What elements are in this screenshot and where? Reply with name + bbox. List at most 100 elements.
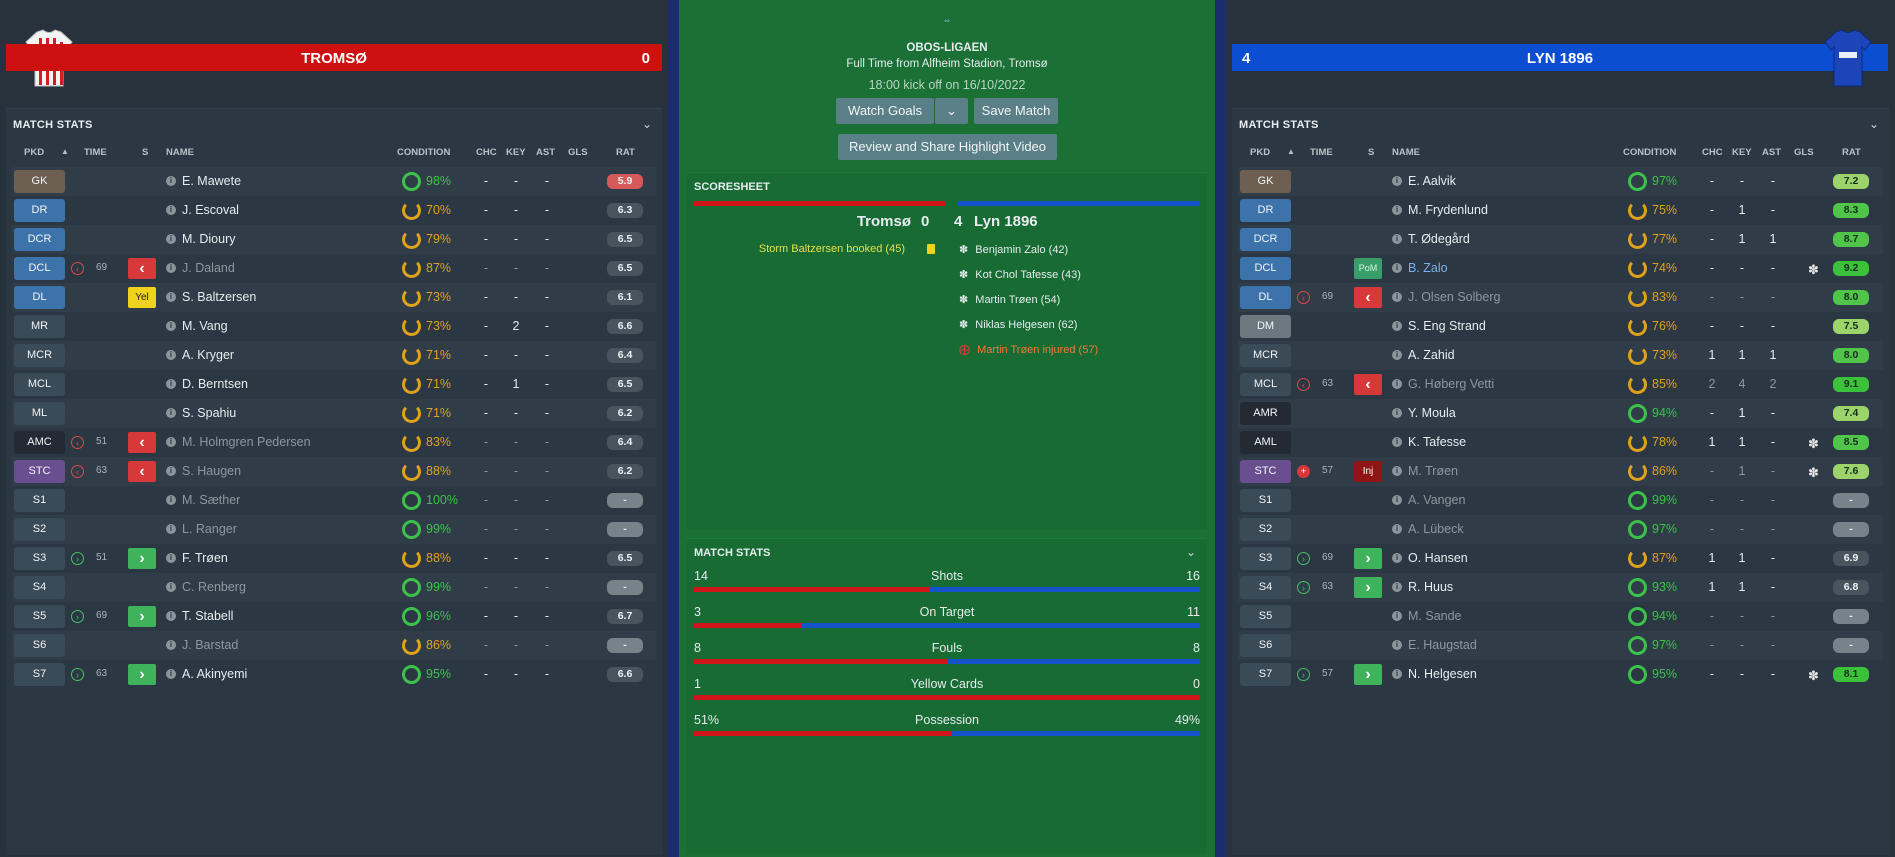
info-icon[interactable]: i (166, 640, 176, 650)
player-row[interactable]: S2 i L. Ranger 99% - - - - (12, 515, 656, 544)
info-icon[interactable]: i (1392, 640, 1402, 650)
player-row[interactable]: ML i S. Spahiu 71% - - - 6.2 (12, 399, 656, 428)
info-icon[interactable]: i (1392, 321, 1402, 331)
player-row[interactable]: S7 › 57 › i N. Helgesen 95% - - - ✽ 8.1 (1238, 660, 1883, 689)
sub-off-arrow-icon[interactable]: ‹ (128, 461, 156, 482)
player-row[interactable]: DCR i M. Dioury 79% - - - 6.5 (12, 225, 656, 254)
player-of-match-icon[interactable]: PoM (1354, 258, 1382, 279)
player-row[interactable]: MCR i A. Zahid 73% 1 1 1 8.0 (1238, 341, 1883, 370)
info-icon[interactable]: i (166, 408, 176, 418)
review-share-button[interactable]: Review and Share Highlight Video (838, 134, 1057, 160)
watch-goals-dropdown[interactable]: ⌄ (935, 98, 968, 124)
info-icon[interactable]: i (1392, 437, 1402, 447)
player-name[interactable]: S. Spahiu (182, 406, 237, 420)
chevron-down-icon[interactable]: ⌄ (1868, 117, 1879, 131)
info-icon[interactable]: i (166, 495, 176, 505)
player-row[interactable]: DL ‹ 69 ‹ i J. Olsen Solberg 83% - - - 8.0 (1238, 283, 1883, 312)
player-row[interactable]: S5 i M. Sande 94% - - - - (1238, 602, 1883, 631)
info-icon[interactable]: i (1392, 176, 1402, 186)
player-row[interactable]: S3 › 69 › i O. Hansen 87% 1 1 - 6.9 (1238, 544, 1883, 573)
col-key[interactable]: KEY (506, 147, 526, 158)
player-name[interactable]: J. Escoval (182, 203, 239, 217)
player-row[interactable]: MR i M. Vang 73% - 2 - 6.6 (12, 312, 656, 341)
info-icon[interactable]: i (166, 553, 176, 563)
player-row[interactable]: MCR i A. Kryger 71% - - - 6.4 (12, 341, 656, 370)
col-rat[interactable]: RAT (1842, 147, 1861, 158)
col-s[interactable]: S (1368, 147, 1375, 158)
sub-on-arrow-icon[interactable]: › (1354, 664, 1382, 685)
sub-on-arrow-icon[interactable]: › (128, 664, 156, 685)
info-icon[interactable]: i (166, 321, 176, 331)
player-name[interactable]: E. Mawete (182, 174, 242, 188)
info-icon[interactable]: i (166, 292, 176, 302)
player-row[interactable]: AML i K. Tafesse 78% 1 1 - ✽ 8.5 (1238, 428, 1883, 457)
sub-on-arrow-icon[interactable]: › (1354, 577, 1382, 598)
player-name[interactable]: J. Daland (182, 261, 235, 275)
yellow-card-icon[interactable]: Yel (128, 287, 156, 308)
player-row[interactable]: DM i S. Eng Strand 76% - - - 7.5 (1238, 312, 1883, 341)
player-name[interactable]: M. Sande (1408, 609, 1462, 623)
info-icon[interactable]: i (166, 669, 176, 679)
player-name[interactable]: A. Akinyemi (182, 667, 248, 681)
col-name[interactable]: NAME (1392, 147, 1420, 158)
player-row[interactable]: DR i J. Escoval 70% - - - 6.3 (12, 196, 656, 225)
col-gls[interactable]: GLS (1794, 147, 1814, 158)
sub-on-arrow-icon[interactable]: › (1354, 548, 1382, 569)
player-name[interactable]: S. Haugen (182, 464, 242, 478)
player-name[interactable]: R. Huus (1408, 580, 1454, 594)
col-key[interactable]: KEY (1732, 147, 1752, 158)
info-icon[interactable]: i (1392, 205, 1402, 215)
info-icon[interactable]: i (166, 582, 176, 592)
col-chc[interactable]: CHC (476, 147, 497, 158)
player-row[interactable]: AMC ‹ 51 ‹ i M. Holmgren Pedersen 83% - - - 6.4 (12, 428, 656, 457)
player-row[interactable]: S7 › 63 › i A. Akinyemi 95% - - - 6.6 (12, 660, 656, 689)
info-icon[interactable]: i (1392, 582, 1402, 592)
info-icon[interactable]: i (166, 350, 176, 360)
player-row[interactable]: DCL ‹ 69 ‹ i J. Daland 87% - - - 6.5 (12, 254, 656, 283)
sub-on-arrow-icon[interactable]: › (128, 606, 156, 627)
info-icon[interactable]: i (166, 437, 176, 447)
info-icon[interactable]: i (166, 611, 176, 621)
chevron-down-icon[interactable]: ⌄ (1185, 545, 1196, 559)
home-team-banner[interactable]: TROMSØ 0 (6, 44, 662, 71)
info-icon[interactable]: i (166, 263, 176, 273)
player-name[interactable]: T. Stabell (182, 609, 234, 623)
player-name[interactable]: A. Kryger (182, 348, 235, 362)
info-icon[interactable]: i (1392, 495, 1402, 505)
col-s[interactable]: S (142, 147, 149, 158)
info-icon[interactable]: i (166, 176, 176, 186)
sub-on-arrow-icon[interactable]: › (128, 548, 156, 569)
player-name[interactable]: F. Trøen (182, 551, 228, 565)
col-pkd[interactable]: PKD (1250, 147, 1271, 158)
player-row[interactable]: S4 › 63 › i R. Huus 93% 1 1 - 6.8 (1238, 573, 1883, 602)
info-icon[interactable]: i (166, 379, 176, 389)
player-name[interactable]: A. Vangen (1408, 493, 1466, 507)
player-name[interactable]: A. Zahid (1408, 348, 1455, 362)
player-name[interactable]: M. Vang (182, 319, 228, 333)
player-name[interactable]: A. Lübeck (1408, 522, 1464, 536)
save-match-button[interactable]: Save Match (974, 98, 1058, 124)
info-icon[interactable]: i (1392, 263, 1402, 273)
info-icon[interactable]: i (1392, 408, 1402, 418)
sub-off-arrow-icon[interactable]: ‹ (1354, 374, 1382, 395)
player-name[interactable]: M. Dioury (182, 232, 236, 246)
info-icon[interactable]: i (1392, 466, 1402, 476)
chevron-down-icon[interactable]: ⌄ (641, 117, 652, 131)
info-icon[interactable]: i (1392, 669, 1402, 679)
player-name[interactable]: J. Barstad (182, 638, 239, 652)
col-ast[interactable]: AST (1762, 147, 1781, 158)
player-row[interactable]: STC +57 Inj i M. Trøen 86% - 1 - ✽ 7.6 (1238, 457, 1883, 486)
player-name[interactable]: B. Zalo (1408, 261, 1448, 275)
player-row[interactable]: DR i M. Frydenlund 75% - 1 - 8.3 (1238, 196, 1883, 225)
player-row[interactable]: DCR i T. Ødegård 77% - 1 1 8.7 (1238, 225, 1883, 254)
player-row[interactable]: S3 › 51 › i F. Trøen 88% - - - 6.5 (12, 544, 656, 573)
info-icon[interactable]: i (166, 205, 176, 215)
player-name[interactable]: J. Olsen Solberg (1408, 290, 1501, 304)
player-name[interactable]: O. Hansen (1408, 551, 1468, 565)
col-condition[interactable]: CONDITION (397, 147, 451, 158)
player-name[interactable]: E. Aalvik (1408, 174, 1456, 188)
info-icon[interactable]: i (1392, 524, 1402, 534)
player-name[interactable]: K. Tafesse (1408, 435, 1467, 449)
sub-off-arrow-icon[interactable]: ‹ (1354, 287, 1382, 308)
info-icon[interactable]: i (1392, 292, 1402, 302)
